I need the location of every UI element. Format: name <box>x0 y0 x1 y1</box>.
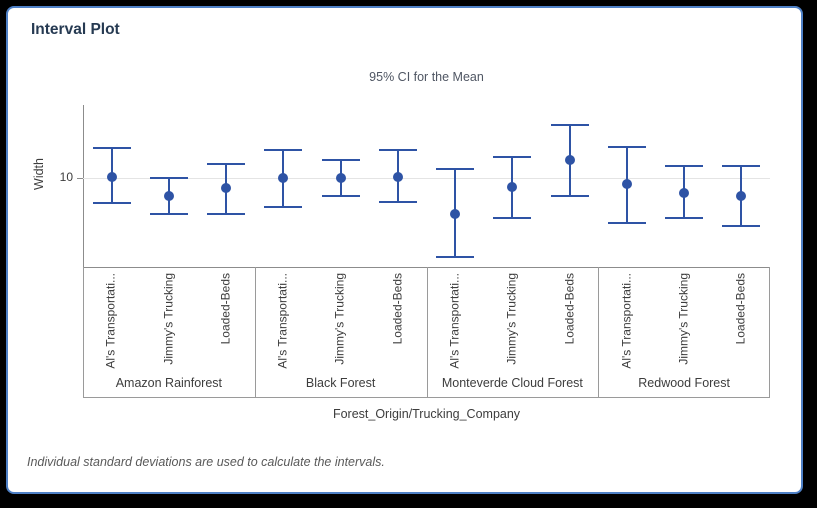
company-label: Loaded-Beds <box>562 273 577 383</box>
interval-ci-cap-lower <box>607 222 646 225</box>
company-label: Loaded-Beds <box>390 273 405 383</box>
interval-plot-card: Interval Plot 95% CI for the Mean Width … <box>6 6 803 494</box>
group-separator <box>83 267 84 397</box>
interval-ci-cap-upper <box>436 168 475 171</box>
interval-ci-cap-upper <box>378 148 417 151</box>
group-separator <box>598 267 600 397</box>
company-label: Jimmy's Trucking <box>333 273 348 383</box>
interval-mean-marker <box>679 187 690 198</box>
company-label-text: Jimmy's Trucking <box>333 273 348 365</box>
interval-mean-marker <box>335 173 346 184</box>
interval-mean-marker <box>736 191 747 202</box>
interval-ci-cap-upper <box>493 155 532 158</box>
company-label: Jimmy's Trucking <box>161 273 176 383</box>
plot-area: 10 <box>60 105 770 267</box>
interval-ci-cap-upper <box>92 146 131 149</box>
interval-ci-cap-lower <box>722 224 761 227</box>
group-separator <box>769 267 770 397</box>
interval-ci-cap-upper <box>550 123 589 126</box>
company-label-text: Jimmy's Trucking <box>504 273 519 365</box>
x-axis-title: Forest_Origin/Trucking_Company <box>332 407 521 421</box>
y-gridline <box>83 177 770 179</box>
interval-ci-cap-lower <box>92 202 131 205</box>
group-label: Redwood Forest <box>638 376 730 390</box>
company-label: Al's Transportati... <box>619 273 634 383</box>
chart-subtitle: 95% CI for the Mean <box>369 70 484 84</box>
company-label-text: Al's Transportati... <box>275 273 290 369</box>
company-label-text: Jimmy's Trucking <box>161 273 176 365</box>
interval-mean-marker <box>278 173 289 184</box>
interval-ci-cap-upper <box>264 148 303 151</box>
interval-mean-marker <box>106 172 117 183</box>
interval-mean-marker <box>163 191 174 202</box>
interval-ci-cap-lower <box>493 216 532 219</box>
company-label: Jimmy's Trucking <box>677 273 692 383</box>
company-label-text: Al's Transportati... <box>619 273 634 369</box>
company-label-text: Al's Transportati... <box>104 273 119 369</box>
interval-mean-marker <box>564 154 575 165</box>
interval-mean-marker <box>507 182 518 193</box>
company-label-text: Al's Transportati... <box>447 273 462 369</box>
interval-ci-cap-upper <box>207 163 246 166</box>
company-label: Jimmy's Trucking <box>505 273 520 383</box>
y-tick-label: 10 <box>59 170 73 185</box>
interval-ci-cap-upper <box>722 164 761 167</box>
interval-ci-cap-upper <box>607 146 646 149</box>
y-axis-line <box>83 105 84 268</box>
company-label: Al's Transportati... <box>448 273 463 383</box>
interval-ci-cap-upper <box>149 177 188 180</box>
interval-ci-cap-upper <box>665 164 704 167</box>
group-label: Amazon Rainforest <box>115 376 223 390</box>
group-separator <box>254 267 256 397</box>
company-label-text: Loaded-Beds <box>562 273 577 345</box>
company-label: Al's Transportati... <box>276 273 291 383</box>
company-label-text: Jimmy's Trucking <box>676 273 691 365</box>
interval-ci-cap-lower <box>436 256 475 259</box>
interval-mean-marker <box>392 171 403 182</box>
x-axis-label-table: Al's Transportati... Jimmy's Trucking Load… <box>83 267 770 398</box>
interval-ci-cap-lower <box>149 213 188 216</box>
group-label: Monteverde Cloud Forest <box>441 376 583 390</box>
interval-mean-marker <box>221 183 232 194</box>
interval-ci-cap-upper <box>321 159 360 162</box>
company-label-text: Loaded-Beds <box>218 273 233 345</box>
interval-mean-marker <box>621 178 632 189</box>
company-label-text: Loaded-Beds <box>390 273 405 345</box>
interval-ci-cap-lower <box>321 195 360 198</box>
company-label: Loaded-Beds <box>219 273 234 383</box>
company-label: Loaded-Beds <box>734 273 749 383</box>
interval-ci-cap-lower <box>550 195 589 198</box>
interval-ci-cap-lower <box>665 216 704 219</box>
company-label: Al's Transportati... <box>104 273 119 383</box>
interval-ci-cap-lower <box>207 213 246 216</box>
footnote: Individual standard deviations are used … <box>27 455 385 469</box>
y-tick <box>77 177 83 179</box>
group-label: Black Forest <box>305 376 376 390</box>
interval-mean-marker <box>450 209 461 220</box>
interval-ci-cap-lower <box>264 206 303 209</box>
company-label-text: Loaded-Beds <box>733 273 748 345</box>
page-title: Interval Plot <box>31 21 120 38</box>
interval-ci-cap-lower <box>378 200 417 203</box>
group-separator <box>426 267 428 397</box>
